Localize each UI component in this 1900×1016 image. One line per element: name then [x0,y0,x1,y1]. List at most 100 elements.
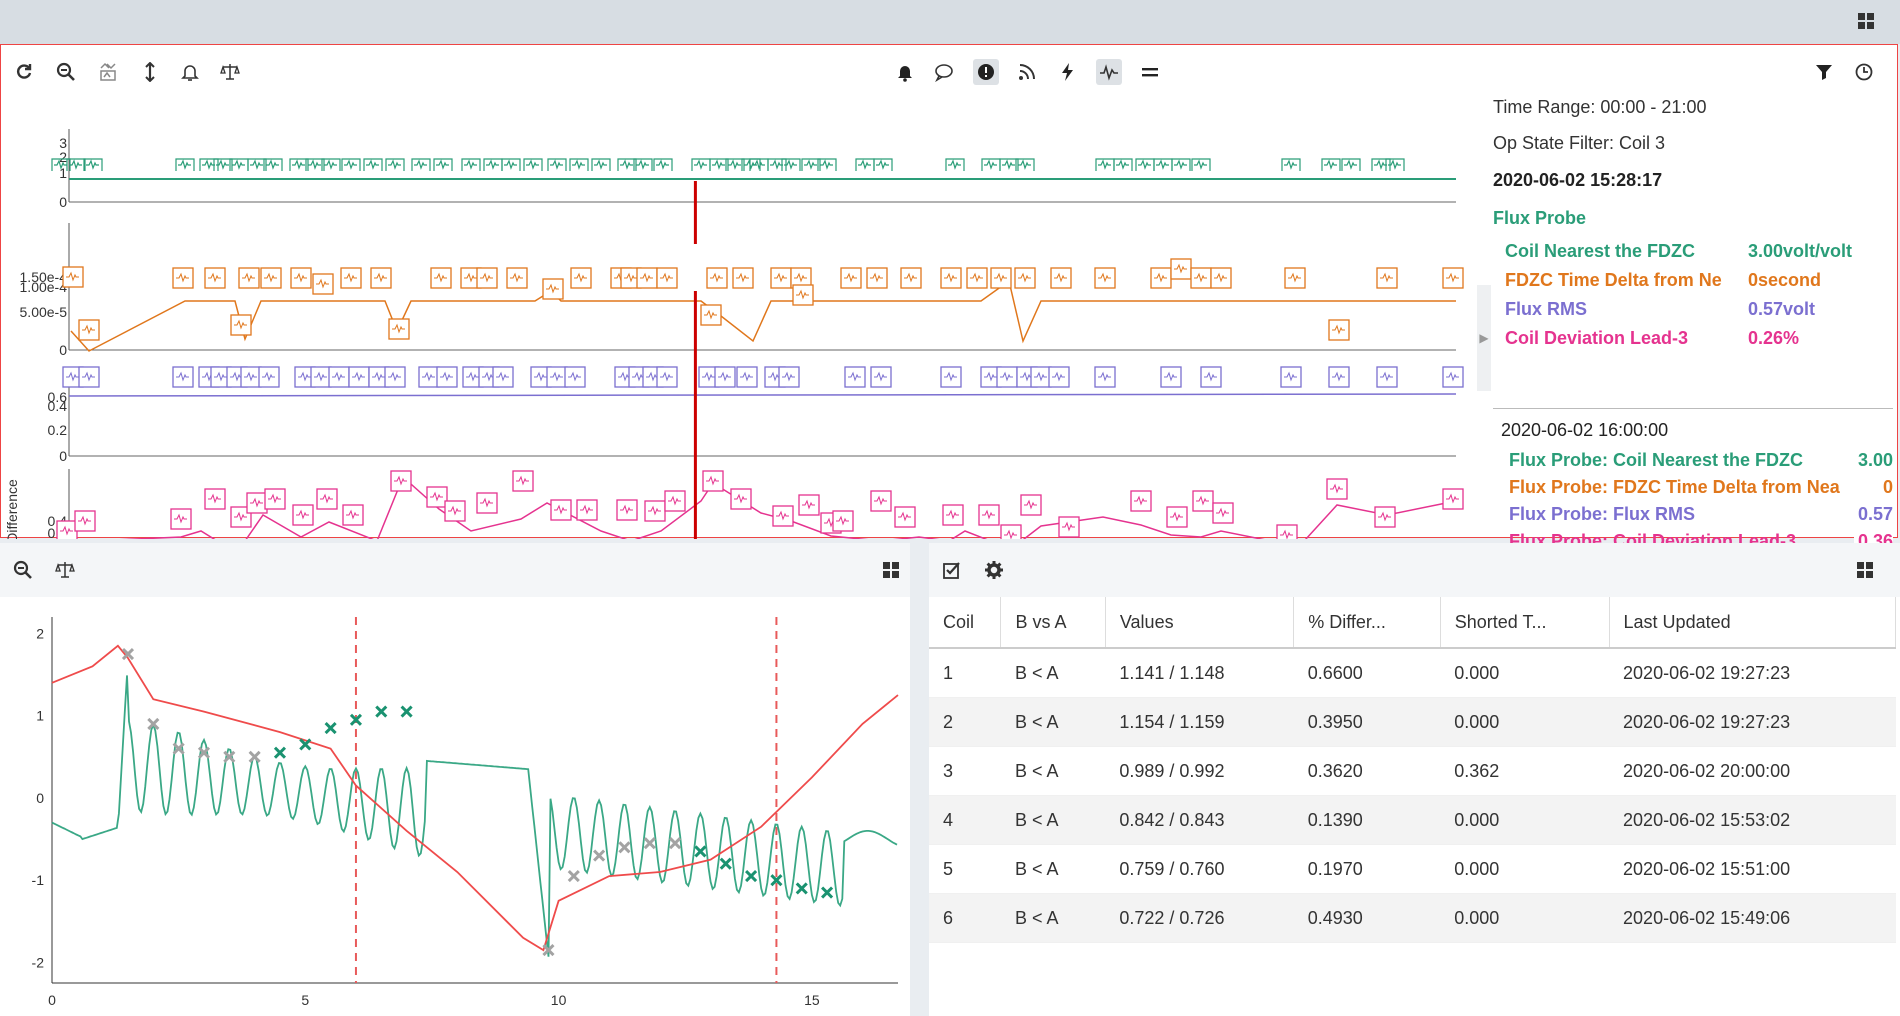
event-marker[interactable] [363,158,383,171]
event-marker[interactable] [1341,158,1361,171]
event-marker[interactable] [840,267,862,289]
zoom-reset-icon[interactable] [95,59,121,85]
event-marker[interactable] [940,267,962,289]
event-marker[interactable] [1135,158,1155,171]
event-marker[interactable] [1284,267,1306,289]
event-marker[interactable] [1328,366,1350,388]
event-marker[interactable] [691,158,711,171]
event-marker[interactable] [591,158,611,171]
event-marker[interactable] [204,488,226,510]
event-marker[interactable] [636,267,658,289]
event-marker[interactable] [1328,319,1350,341]
event-marker[interactable] [1130,490,1152,512]
event-marker[interactable] [426,486,448,508]
event-marker[interactable] [1321,158,1341,171]
settings-gear-icon[interactable] [981,557,1007,583]
event-marker[interactable] [204,267,226,289]
waveform-icon[interactable] [1096,59,1122,85]
event-marker[interactable] [310,366,332,388]
event-marker[interactable] [1376,267,1398,289]
event-marker[interactable] [767,158,787,171]
info-circle-icon[interactable] [973,59,999,85]
event-marker[interactable] [175,158,195,171]
column-header[interactable]: Last Updated [1609,597,1897,649]
event-marker[interactable] [210,366,232,388]
column-header[interactable]: B vs A [1000,597,1106,649]
event-marker[interactable] [1095,158,1115,171]
event-marker[interactable] [778,366,800,388]
event-marker[interactable] [1094,366,1116,388]
event-marker[interactable] [855,158,875,171]
event-marker[interactable] [569,158,589,171]
event-marker[interactable] [1442,488,1464,510]
comment-icon[interactable] [931,59,957,85]
event-marker[interactable] [289,158,309,171]
event-marker[interactable] [370,267,392,289]
event-marker[interactable] [990,267,1012,289]
event-marker[interactable] [1166,506,1188,528]
event-marker[interactable] [411,158,431,171]
event-marker[interactable] [1048,366,1070,388]
event-marker[interactable] [542,278,564,300]
event-marker[interactable] [1385,158,1405,171]
waveform-chart[interactable]: 210-1-2051015Time (ms) [0,597,910,1016]
grid-layout-icon[interactable] [1854,559,1876,581]
event-marker[interactable] [1326,478,1348,500]
event-marker[interactable] [321,158,341,171]
event-marker[interactable] [547,158,567,171]
grid-layout-icon[interactable] [880,559,902,581]
event-marker[interactable] [418,366,440,388]
event-marker[interactable] [78,319,100,341]
event-marker[interactable] [492,366,514,388]
clock-icon[interactable] [1851,59,1877,85]
event-marker[interactable] [316,488,338,510]
event-marker[interactable] [305,158,325,171]
event-marker[interactable] [706,267,728,289]
event-marker[interactable] [1050,267,1072,289]
event-marker[interactable] [501,158,521,171]
event-marker[interactable] [1014,267,1036,289]
event-marker[interactable] [530,366,552,388]
event-marker[interactable] [238,267,260,289]
event-marker[interactable] [290,267,312,289]
event-marker[interactable] [981,158,1001,171]
event-marker[interactable] [873,158,893,171]
event-marker[interactable] [978,504,1000,526]
event-marker[interactable] [790,267,812,289]
event-marker[interactable] [341,158,361,171]
event-marker[interactable] [730,488,752,510]
event-marker[interactable] [576,499,598,521]
event-marker[interactable] [348,366,370,388]
event-marker[interactable] [546,366,568,388]
event-marker[interactable] [78,366,100,388]
event-marker[interactable] [1191,158,1211,171]
checkbox-select-icon[interactable] [939,557,965,583]
event-marker[interactable] [942,504,964,526]
event-marker[interactable] [230,506,252,528]
event-marker[interactable] [664,490,686,512]
event-marker[interactable] [483,158,503,171]
event-marker[interactable] [444,500,466,522]
event-marker[interactable] [342,504,364,526]
event-marker[interactable] [653,158,673,171]
balance-scale-icon[interactable] [217,59,243,85]
event-marker[interactable] [792,284,814,306]
event-marker[interactable] [388,318,410,340]
event-marker[interactable] [999,158,1019,171]
event-marker[interactable] [725,158,745,171]
event-marker[interactable] [430,267,452,289]
event-marker[interactable] [476,492,498,514]
event-marker[interactable] [781,158,801,171]
event-marker[interactable] [1094,267,1116,289]
event-marker[interactable] [1000,524,1022,539]
event-marker[interactable] [1150,267,1172,289]
event-marker[interactable] [74,510,96,532]
event-marker[interactable] [1015,158,1035,171]
event-marker[interactable] [264,488,286,510]
event-marker[interactable] [523,158,543,171]
event-marker[interactable] [772,505,794,527]
